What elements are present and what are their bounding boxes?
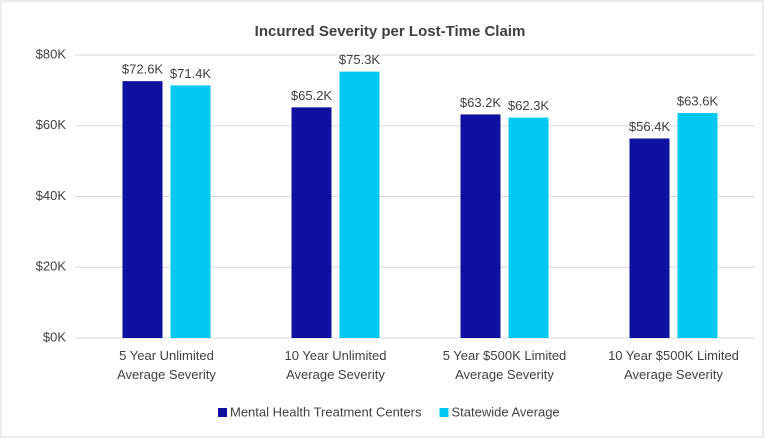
- bar: [460, 114, 501, 339]
- legend-label: Mental Health Treatment Centers: [230, 404, 422, 419]
- bar: [291, 107, 332, 338]
- chart-title: Incurred Severity per Lost-Time Claim: [255, 23, 526, 40]
- data-label: $75.3K: [339, 52, 381, 67]
- bar: [629, 138, 670, 338]
- x-tick-label: 10 Year $500K Limited Average Severity: [608, 348, 739, 382]
- bar: [508, 117, 549, 339]
- legend-swatch: [439, 408, 449, 417]
- legend-swatch: [218, 408, 227, 417]
- y-tick-label: $80K: [36, 46, 67, 61]
- data-label: $56.4K: [629, 119, 671, 134]
- bar: [339, 71, 380, 338]
- y-tick-label: $60K: [36, 117, 67, 132]
- data-label: $62.3K: [508, 98, 550, 113]
- y-tick-label: $40K: [36, 188, 67, 203]
- data-label: $71.4K: [170, 66, 212, 81]
- bar: [170, 85, 211, 338]
- data-label: $63.6K: [677, 93, 719, 108]
- data-label: $63.2K: [460, 95, 502, 110]
- data-label: $72.6K: [122, 62, 164, 77]
- y-tick-label: $0K: [43, 329, 66, 344]
- x-tick-label: 10 Year Unlimited Average Severity: [285, 348, 387, 382]
- bar: [122, 81, 163, 339]
- bar: [677, 113, 718, 338]
- data-label: $65.2K: [291, 88, 333, 103]
- x-tick-label: 5 Year $500K Limited Average Severity: [443, 348, 567, 382]
- x-tick-label: 5 Year Unlimited Average Severity: [117, 348, 216, 382]
- y-tick-label: $20K: [36, 259, 67, 274]
- legend-label: Statewide Average: [451, 404, 559, 419]
